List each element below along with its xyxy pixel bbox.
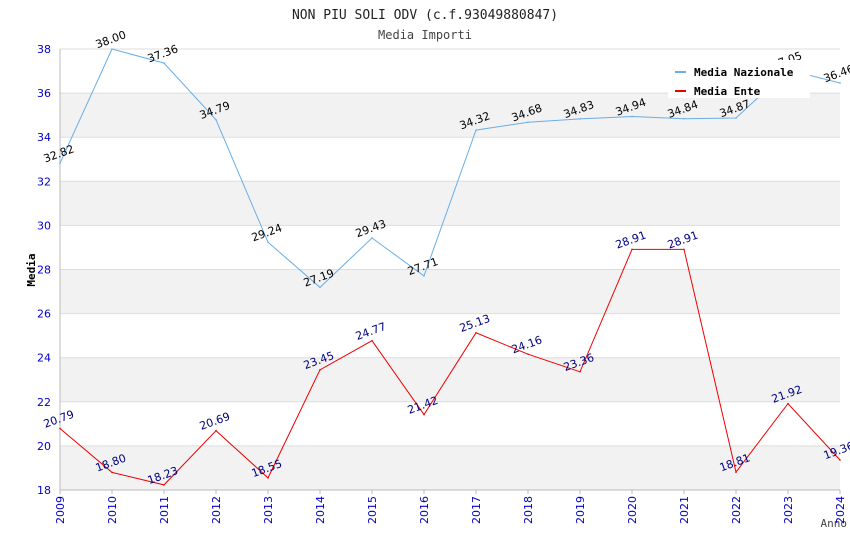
data-point [163,62,165,64]
data-point [215,118,217,121]
x-tick-label: 2019 [574,496,587,524]
series-layer [59,48,841,486]
data-point [683,248,685,251]
data-label: 24.16 [510,333,544,356]
data-point [423,413,425,416]
data-point [371,339,373,342]
series-line-media-ente [59,248,841,486]
y-tick-label: 36 [37,87,51,100]
x-tick-label: 2015 [366,496,379,524]
legend-entry: Media Ente [694,85,761,98]
data-label: 20.69 [198,410,232,433]
data-point [267,241,269,243]
x-tick-label: 2010 [106,496,119,524]
data-label: 25.13 [458,312,492,335]
chart-subtitle: Media Importi [378,28,472,42]
gridlines [59,48,840,491]
y-tick-label: 22 [37,396,51,409]
y-tick-label: 24 [37,352,51,365]
data-point [111,471,113,474]
data-point [371,237,373,239]
x-tick-label: 2018 [522,496,535,524]
y-tick-label: 26 [37,308,51,321]
x-tick-label: 2023 [782,496,795,524]
x-tick-label: 2011 [158,496,171,524]
data-point [163,484,165,486]
data-label: 32.82 [42,142,76,165]
data-label: 38.00 [94,28,128,51]
x-tick-label: 2021 [678,496,691,524]
data-label: 28.91 [666,229,700,252]
background-bands [60,93,840,490]
data-point [527,353,529,355]
x-tick-label: 2024 [834,496,847,524]
x-tick-label: 2017 [470,496,483,524]
x-axis-label: Anno [821,517,848,530]
data-point [787,402,789,405]
data-label: 20.79 [42,408,76,431]
x-axis-ticks: 2009 2010 2011 2012 2013 2014 2015 2016 2017 2018… [54,490,847,524]
x-tick-label: 2013 [262,496,275,524]
y-axis-label: Media [25,253,38,286]
data-point [319,286,321,289]
data-point [735,117,737,119]
series-line-media-nazionale [59,48,841,289]
x-tick-label: 2016 [418,496,431,524]
data-point [579,118,581,120]
data-point [475,331,477,334]
data-point [839,459,841,461]
data-point [683,117,685,120]
data-label: 37.36 [146,42,180,65]
y-tick-label: 20 [37,440,51,453]
y-tick-label: 32 [37,175,51,188]
x-tick-label: 2020 [626,496,639,524]
band [60,269,840,314]
data-point [631,115,633,118]
x-tick-label: 2014 [314,496,327,524]
data-point [59,427,61,430]
data-label: 24.77 [354,320,388,343]
data-point [527,121,529,124]
y-axis-ticks: 18 20 22 24 26 28 30 32 34 36 38 [37,43,51,497]
y-tick-label: 34 [37,131,51,144]
legend-box [668,60,810,98]
legend: Media Nazionale Media Ente [668,60,810,98]
data-point [59,162,61,165]
band [60,93,840,138]
chart-title: NON PIU SOLI ODV (c.f.93049880847) [292,8,558,23]
band [60,445,840,490]
data-point [215,429,217,432]
data-point [579,371,581,373]
y-tick-label: 28 [37,264,51,277]
y-tick-label: 18 [37,484,51,497]
y-tick-label: 30 [37,219,51,232]
data-point [475,129,477,131]
data-point [735,471,737,473]
x-tick-label: 2009 [54,496,67,524]
data-label: 28.91 [614,229,648,252]
data-point [267,477,269,479]
data-point [839,82,841,84]
legend-entry: Media Nazionale [694,66,794,79]
x-tick-label: 2022 [730,496,743,524]
band [60,357,840,402]
data-point [319,369,321,371]
x-tick-label: 2012 [210,496,223,524]
y-tick-label: 38 [37,43,51,56]
data-point [631,248,633,251]
data-point [111,48,113,50]
data-point [423,275,425,277]
